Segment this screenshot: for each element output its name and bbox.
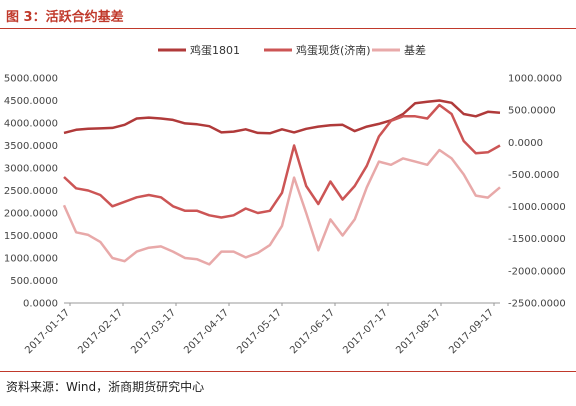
x-tick-label: 2017-07-17: [341, 307, 390, 356]
legend-label: 鸡蛋现货(济南): [296, 43, 371, 57]
chart-lines: [62, 99, 501, 266]
footer-divider: [0, 371, 576, 372]
y-left-tick-label: 3000.0000: [4, 164, 58, 175]
y-right-tick-label: -1000.0000: [508, 202, 566, 213]
series-line: [62, 148, 501, 266]
y-left-tick-label: 2000.0000: [4, 209, 58, 220]
y-left-tick-label: 500.0000: [10, 276, 58, 287]
y-right-tick-label: -2500.0000: [508, 299, 566, 310]
x-tick-label: 2017-08-17: [394, 307, 443, 356]
legend-label: 基差: [404, 43, 426, 57]
y-left-tick-label: 5000.0000: [4, 74, 58, 85]
y-left-tick-label: 4500.0000: [4, 96, 58, 107]
figure-title: 图 3：活跃合约基差: [6, 10, 124, 25]
y-right-tick-label: 500.0000: [508, 106, 556, 117]
y-left-tick-label: 1500.0000: [4, 231, 58, 242]
series-line: [63, 103, 501, 219]
y-right-tick-label: 1000.0000: [508, 74, 562, 85]
x-tick-label: 2017-02-17: [76, 307, 125, 356]
legend-label: 鸡蛋1801: [190, 43, 240, 57]
x-tick-label: 2017-04-17: [182, 307, 231, 356]
y-left-tick-label: 0.0000: [23, 299, 58, 310]
basis-line-chart: 鸡蛋1801 鸡蛋现货(济南) 基差 0.0000 500.0000 1000.0000…: [4, 43, 566, 356]
y-right-tick-label: -2000.0000: [508, 266, 566, 277]
y-right-tick-label: -1500.0000: [508, 234, 566, 245]
y-left-tick-label: 1000.0000: [4, 254, 58, 265]
y-left-tick-label: 2500.0000: [4, 186, 58, 197]
x-tick-label: 2017-09-17: [447, 307, 496, 356]
x-tick-label: 2017-06-17: [288, 307, 337, 356]
y-right-tick-label: 0.0000: [508, 138, 543, 149]
series-line: [63, 99, 501, 135]
x-tick-label: 2017-01-17: [23, 307, 72, 356]
chart-legend: 鸡蛋1801 鸡蛋现货(济南) 基差: [158, 43, 426, 57]
y-left-tick-label: 3500.0000: [4, 141, 58, 152]
x-tick-label: 2017-05-17: [235, 307, 284, 356]
source-note: 资料来源：Wind，浙商期货研究中心: [6, 380, 205, 394]
y-right-tick-label: -500.0000: [508, 170, 559, 181]
title-divider: [0, 28, 576, 29]
y-left-tick-label: 4000.0000: [4, 119, 58, 130]
x-tick-label: 2017-03-17: [129, 307, 178, 356]
